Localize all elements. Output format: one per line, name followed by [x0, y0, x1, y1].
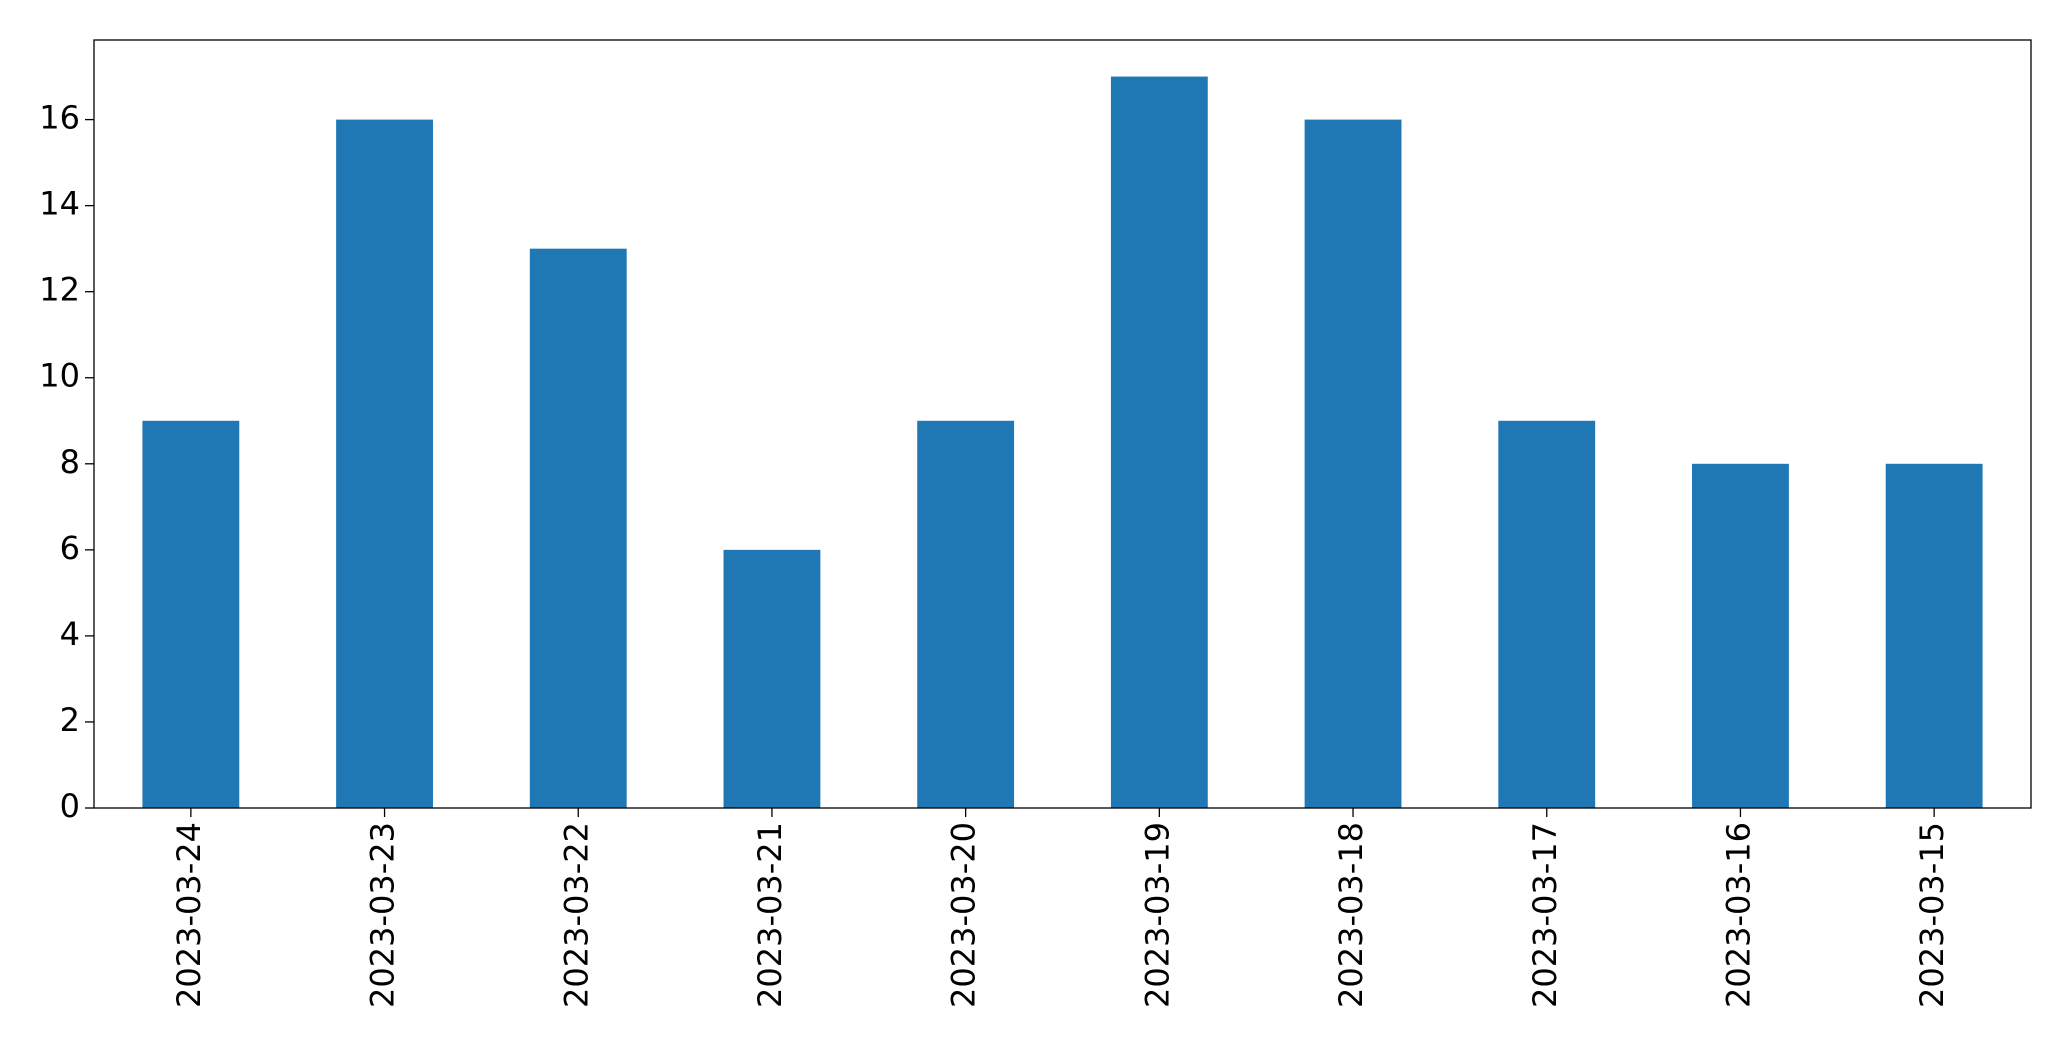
bar	[1692, 463, 1789, 808]
bar	[142, 420, 240, 808]
x-tick-label: 2023-03-19	[1138, 822, 1176, 1008]
bar	[529, 248, 627, 809]
x-tick-label: 2023-03-16	[1719, 822, 1757, 1008]
x-tick-label: 2023-03-24	[170, 822, 208, 1008]
x-tick-label: 2023-03-21	[751, 822, 789, 1008]
bar	[1304, 119, 1402, 809]
y-tick-label: 4	[60, 615, 80, 653]
y-tick-label: 10	[39, 357, 80, 395]
bar	[917, 420, 1015, 808]
bar	[1110, 76, 1208, 809]
x-tick-label: 2023-03-17	[1526, 822, 1564, 1008]
plot-frame	[93, 39, 2032, 809]
x-tick-label: 2023-03-22	[557, 822, 595, 1008]
bar	[723, 549, 821, 808]
bar	[1885, 463, 1983, 808]
y-tick-label: 6	[60, 529, 80, 567]
bar	[336, 119, 433, 809]
bar	[1498, 420, 1596, 808]
y-tick-label: 2	[60, 701, 80, 739]
x-tick-label: 2023-03-18	[1332, 822, 1370, 1008]
y-tick-label: 16	[39, 99, 80, 137]
x-tick-label: 2023-03-20	[945, 822, 983, 1008]
y-tick-label: 8	[60, 443, 80, 481]
y-tick-label: 0	[60, 787, 80, 825]
y-tick-label: 14	[39, 185, 80, 223]
y-tick-label: 12	[39, 271, 80, 309]
x-tick-label: 2023-03-23	[364, 822, 402, 1008]
x-tick-label: 2023-03-15	[1913, 822, 1951, 1008]
